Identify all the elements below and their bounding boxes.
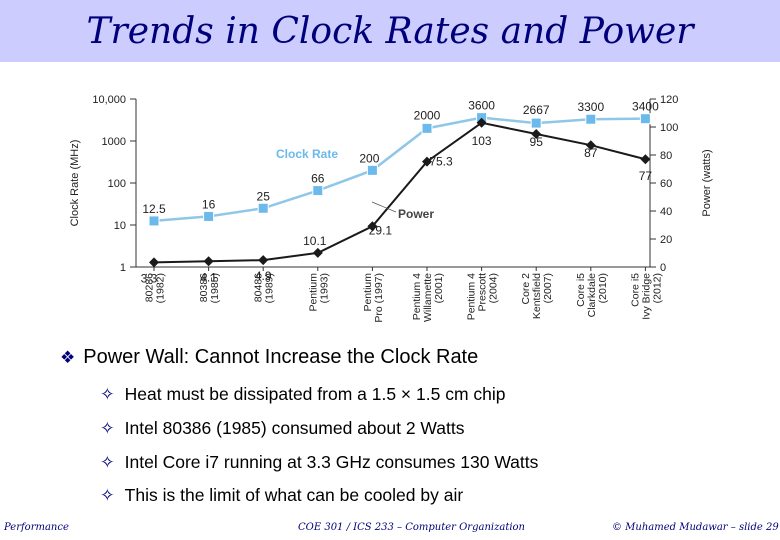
y-tick-label: 1 [120, 262, 126, 274]
sub-bullet-text: Intel Core i7 running at 3.3 GHz consume… [124, 452, 539, 472]
clock-rate-data-label: 3600 [468, 99, 495, 113]
power-point [149, 257, 159, 268]
clock-rate-point [530, 117, 542, 129]
footer-right: © Muhamed Mudawar – slide 29 [612, 522, 779, 533]
x-tick-label: PentiumPro (1997) [362, 273, 385, 323]
x-tick-label: Core i5Ivy Bridge(2012) [629, 273, 663, 320]
star-bullet-icon: ✧ [100, 418, 115, 438]
y2-tick-label: 0 [660, 262, 666, 274]
clock-rate-point [257, 202, 269, 214]
x-tick-label: Pentium 4Prescott(2004) [466, 273, 500, 320]
y2-tick-label: 80 [660, 150, 672, 162]
y2-tick-label: 100 [660, 122, 678, 134]
sub-bullet-text: This is the limit of what can be cooled … [124, 485, 464, 505]
power-data-label: 75.3 [429, 155, 453, 169]
clock-rate-line [153, 116, 646, 223]
clock-rate-data-label: 3400 [632, 100, 659, 114]
y2-tick-label: 120 [660, 94, 678, 106]
footer-left: Performance [4, 522, 69, 533]
clock-rate-data-label: 12.5 [142, 202, 166, 216]
power-point [422, 156, 432, 167]
power-data-label: 87 [584, 146, 598, 160]
x-tick-label: 80486(1989) [253, 273, 276, 304]
power-data-label: 103 [472, 134, 492, 148]
sub-bullet-text: Heat must be dissipated from a 1.5 × 1.5… [124, 384, 506, 404]
clock-rate-point [639, 113, 651, 125]
x-tick-label: Core i5Clarkdale(2010) [575, 273, 609, 318]
y-tick-label: 10 [114, 220, 126, 232]
y-tick-label: 10,000 [92, 94, 126, 106]
power-annotation: Power [398, 207, 434, 221]
star-bullet-icon: ✧ [100, 485, 115, 505]
main-bullet: ❖ Power Wall: Cannot Increase the Clock R… [60, 346, 478, 369]
clock-power-chart: 1 10 100 1000 10,000 0 20 40 60 80 100 120 80286(198… [69, 94, 713, 323]
sub-bullet: ✧ Intel 80386 (1985) consumed about 2 Wat… [100, 418, 465, 439]
power-point [531, 129, 542, 139]
clock-rate-data-label: 16 [202, 197, 216, 211]
power-point [640, 154, 651, 165]
clock-rate-point [312, 185, 324, 197]
clock-rate-point [421, 122, 433, 134]
power-annotation-pointer [371, 201, 397, 213]
clock-rate-data-label: 3300 [577, 100, 604, 114]
clock-rate-point [585, 113, 597, 125]
clock-rate-data-label: 2000 [414, 108, 441, 122]
power-point [203, 256, 214, 267]
x-tick-label: 80286(1982) [144, 273, 167, 304]
x-tick-label: 80386(1985) [198, 273, 221, 304]
power-data-label: 95 [530, 135, 544, 149]
y2-tick-label: 40 [660, 206, 672, 218]
y-tick-label: 100 [108, 178, 126, 190]
y2-tick-label: 60 [660, 178, 672, 190]
clock-rate-annotation: Clock Rate [276, 147, 338, 161]
sub-bullet: ✧ Heat must be dissipated from a 1.5 × 1.… [100, 384, 506, 405]
x-tick-label: Core 2Kentsfield(2007) [520, 273, 554, 319]
slide-title: Trends in Clock Rates and Power [86, 11, 694, 52]
clock-rate-point [366, 164, 378, 176]
clock-rate-data-label: 2667 [523, 103, 550, 117]
clock-rate-point [148, 215, 160, 227]
star-bullet-icon: ✧ [100, 384, 115, 404]
power-data-label: 3.3 [141, 271, 158, 285]
power-point [476, 117, 487, 128]
x-tick-label: Pentium 4Willamette(2001) [411, 273, 445, 322]
sub-bullet: ✧ Intel Core i7 running at 3.3 GHz consum… [100, 452, 538, 473]
clock-rate-data-label: 25 [257, 189, 271, 203]
y-tick-label: 1000 [102, 136, 126, 148]
title-bar [0, 0, 780, 62]
x-tick-label: Pentium(1993) [307, 273, 330, 312]
sub-bullet: ✧ This is the limit of what can be cooled… [100, 485, 463, 506]
power-data-label: 4.9 [255, 269, 272, 283]
clock-rate-point [203, 210, 215, 222]
main-bullet-text: Power Wall: Cannot Increase the Clock Ra… [83, 346, 479, 368]
power-data-label: 77 [639, 169, 653, 183]
y2-tick-label: 20 [660, 234, 672, 246]
clock-rate-data-label: 66 [311, 172, 325, 186]
star-bullet-icon: ✧ [100, 452, 115, 472]
power-line [153, 121, 646, 264]
power-point [312, 247, 323, 258]
sub-bullet-text: Intel 80386 (1985) consumed about 2 Watt… [124, 418, 465, 438]
power-point [585, 140, 596, 151]
y2-axis-title: Power (watts) [701, 149, 713, 216]
diamond-bullet-icon: ❖ [60, 348, 76, 367]
power-point [258, 255, 269, 266]
power-data-label: 29.1 [369, 223, 393, 237]
footer-center: COE 301 / ICS 233 – Computer Organizatio… [298, 522, 525, 533]
power-data-label: 4.1 [200, 270, 217, 284]
y-axis-title: Clock Rate (MHz) [69, 140, 81, 227]
power-point [367, 221, 378, 232]
clock-rate-data-label: 200 [359, 151, 379, 165]
power-data-label: 10.1 [303, 234, 327, 248]
